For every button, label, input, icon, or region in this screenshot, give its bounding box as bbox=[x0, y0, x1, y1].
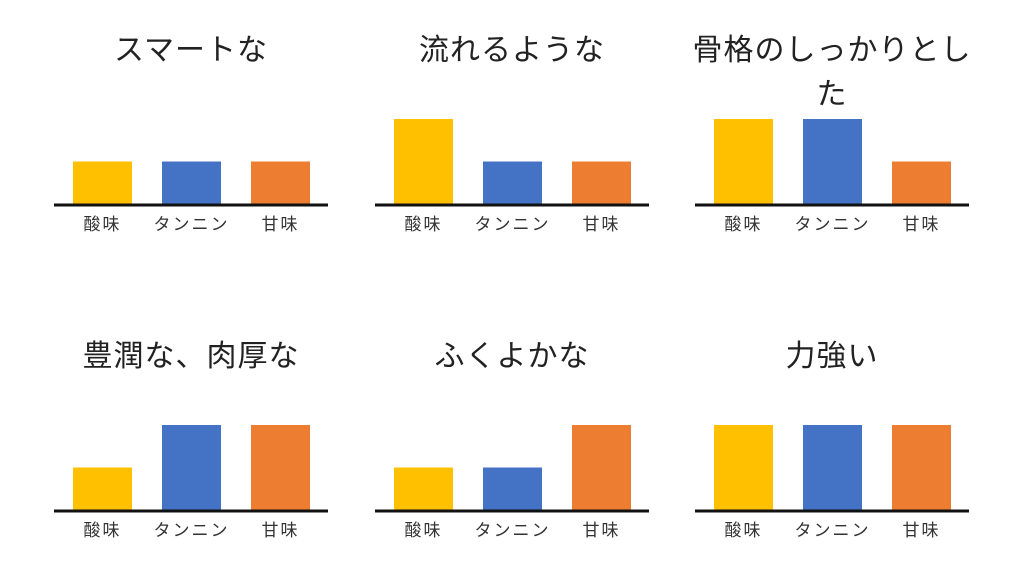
x-tick-label: 甘味 bbox=[262, 215, 300, 235]
x-tick-label: タンニン bbox=[154, 215, 230, 235]
bar-chart: 酸味 タンニン 甘味 bbox=[375, 425, 649, 541]
bar bbox=[162, 161, 221, 204]
bar bbox=[483, 467, 542, 510]
bar-chart: 酸味 タンニン 甘味 bbox=[375, 119, 649, 235]
x-tick-label: 酸味 bbox=[84, 215, 122, 235]
chart-panel: 流れるような酸味 タンニン 甘味 bbox=[362, 0, 662, 270]
x-tick-label: 酸味 bbox=[725, 215, 763, 235]
bar bbox=[162, 425, 221, 510]
bar bbox=[73, 161, 132, 204]
bar bbox=[73, 467, 132, 510]
chart-title: ふくよかな bbox=[434, 339, 590, 374]
bar bbox=[572, 425, 631, 510]
chart-panel: ふくよかな酸味 タンニン 甘味 bbox=[362, 306, 662, 576]
chart-title: 豊潤な、肉厚な bbox=[82, 339, 300, 374]
x-tick-label: タンニン bbox=[475, 521, 551, 541]
bar bbox=[251, 161, 310, 204]
chart-title: スマートな bbox=[113, 33, 269, 68]
x-tick-label: 甘味 bbox=[583, 215, 621, 235]
x-tick-label: 甘味 bbox=[903, 215, 941, 235]
x-tick-label: 酸味 bbox=[405, 215, 443, 235]
chart-panel: 骨格のしっかりとした酸味 タンニン 甘味 bbox=[682, 0, 982, 270]
bar bbox=[803, 425, 862, 510]
x-tick-label: タンニン bbox=[154, 521, 230, 541]
bar bbox=[714, 119, 773, 204]
bar bbox=[483, 161, 542, 204]
bar bbox=[394, 467, 453, 510]
bar-chart: 酸味 タンニン 甘味 bbox=[54, 161, 328, 235]
chart-title: 骨格のしっかりとした bbox=[692, 33, 972, 112]
chart-panel: 豊潤な、肉厚な酸味 タンニン 甘味 bbox=[41, 306, 341, 576]
bar-chart: 酸味 タンニン 甘味 bbox=[54, 425, 328, 541]
x-tick-label: タンニン bbox=[795, 521, 871, 541]
bar bbox=[714, 425, 773, 510]
x-tick-label: タンニン bbox=[475, 215, 551, 235]
chart-panel: スマートな酸味 タンニン 甘味 bbox=[41, 0, 341, 270]
bar bbox=[803, 119, 862, 204]
x-tick-label: 酸味 bbox=[725, 521, 763, 541]
bar bbox=[892, 425, 951, 510]
chart-title: 力強い bbox=[785, 339, 879, 374]
x-tick-label: 甘味 bbox=[583, 521, 621, 541]
chart-panel: 力強い酸味 タンニン 甘味 bbox=[682, 306, 982, 576]
bar-chart: 酸味 タンニン 甘味 bbox=[695, 119, 969, 235]
bar bbox=[572, 161, 631, 204]
x-tick-label: 甘味 bbox=[262, 521, 300, 541]
bar bbox=[394, 119, 453, 204]
x-tick-label: 酸味 bbox=[84, 521, 122, 541]
x-tick-label: 酸味 bbox=[405, 521, 443, 541]
bar-chart: 酸味 タンニン 甘味 bbox=[695, 425, 969, 541]
x-tick-label: タンニン bbox=[795, 215, 871, 235]
chart-title: 流れるような bbox=[419, 33, 605, 68]
bar bbox=[251, 425, 310, 510]
bar bbox=[892, 161, 951, 204]
x-tick-label: 甘味 bbox=[903, 521, 941, 541]
